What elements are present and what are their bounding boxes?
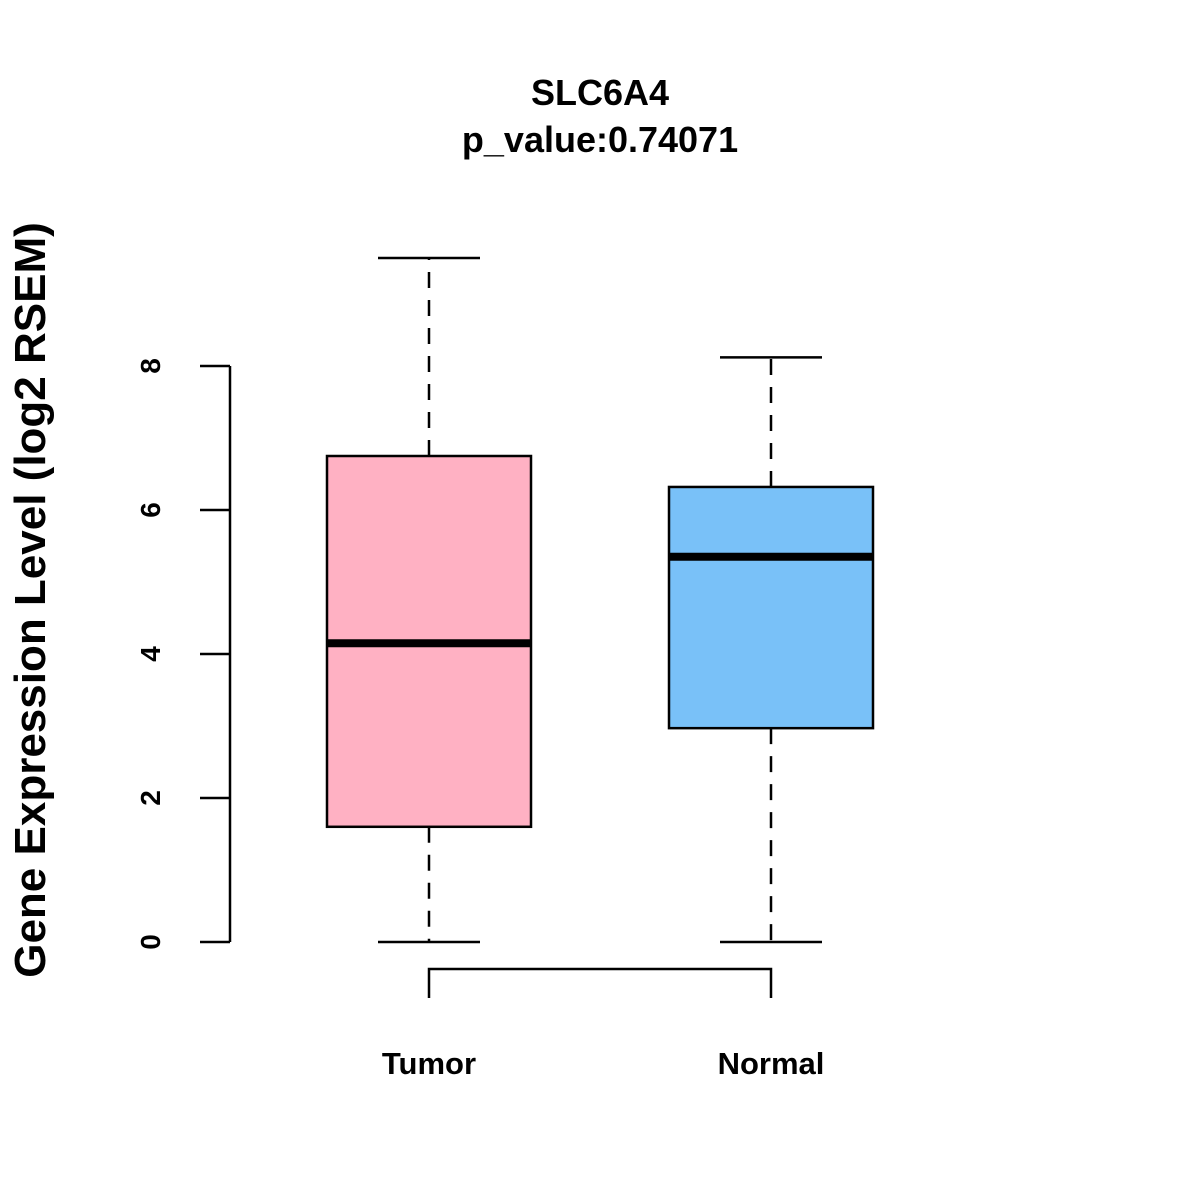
y-axis-label: Gene Expression Level (log2 RSEM) [6,222,55,978]
bracket-line [427,967,773,998]
y-tick-label-8: 8 [135,358,166,374]
y-tick-label-4: 4 [135,646,166,662]
chart-subtitle: p_value:0.74071 [462,119,738,160]
box-tumor [325,256,533,944]
normal-iqr-box [667,485,875,730]
y-tick-label-2: 2 [135,790,166,806]
chart-title: SLC6A4 [531,72,669,113]
box-normal [667,356,875,944]
comparison-bracket [427,967,773,998]
y-tick-label-0: 0 [135,934,166,950]
y-axis: 0 2 4 6 8 [135,358,232,950]
category-labels: Tumor Normal [382,1046,824,1081]
category-label-tumor: Tumor [382,1046,476,1081]
category-label-normal: Normal [718,1046,825,1081]
y-tick-label-6: 6 [135,502,166,518]
boxes-layer [325,256,875,944]
